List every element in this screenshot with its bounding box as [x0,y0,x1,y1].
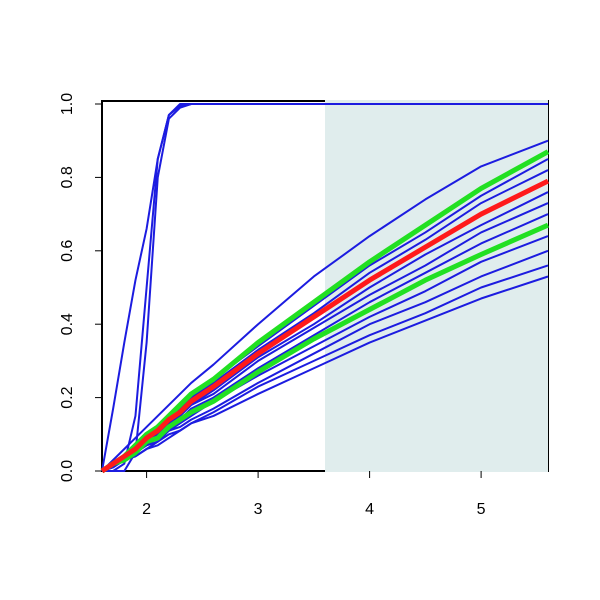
series-line [102,103,548,472]
y-tick-label: 0.6 [59,240,76,262]
y-tick-label: 1.0 [59,93,76,115]
x-tick-label: 5 [477,501,486,518]
series-line [101,139,549,472]
y-tick-label: 0.4 [59,313,76,335]
x-tick-label: 3 [254,501,263,518]
x-tick-label: 4 [365,501,374,518]
x-tick-label: 2 [142,501,151,518]
series-line [100,222,550,474]
series-line [100,178,550,474]
y-tick-label: 0.0 [59,460,76,482]
y-tick-label: 0.8 [59,166,76,188]
y-tick-label: 0.2 [59,386,76,408]
